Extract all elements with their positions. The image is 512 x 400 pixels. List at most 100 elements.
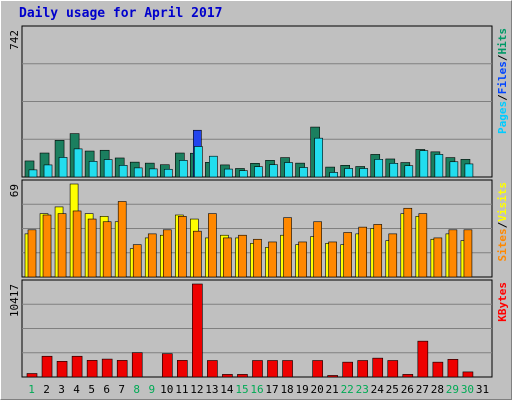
bar-kbytes-day-28: [432, 361, 444, 378]
x-tick-label-day-18: 18: [280, 383, 293, 396]
bar-sites-day-16: [253, 238, 262, 278]
bar-sites-day-19: [298, 241, 307, 278]
bar-pages-day-21: [329, 172, 338, 178]
legend-entry-hits: Hits: [496, 28, 509, 55]
bar-pages-day-10: [163, 168, 173, 178]
x-tick-label-day-17: 17: [265, 383, 278, 396]
x-tick-label-day-5: 5: [88, 383, 95, 396]
bar-pages-day-12: [194, 146, 203, 178]
bar-sites-day-4: [72, 210, 82, 278]
bar-kbytes-day-23: [357, 360, 369, 378]
bar-kbytes-day-2: [41, 355, 53, 378]
bar-pages-day-8: [133, 167, 143, 178]
x-tick-label-day-22: 22: [341, 383, 354, 396]
bar-kbytes-day-27: [417, 340, 429, 378]
bar-sites-day-23: [358, 226, 368, 278]
bar-pages-day-13: [209, 155, 218, 178]
x-tick-label-day-31: 31: [476, 383, 489, 396]
bar-pages-day-28: [434, 154, 444, 178]
bar-sites-day-3: [57, 213, 67, 278]
x-tick-label-day-25: 25: [386, 383, 399, 396]
bar-kbytes-day-18: [282, 360, 293, 378]
bar-kbytes-day-13: [207, 360, 218, 378]
x-tick-label-day-1: 1: [28, 383, 35, 396]
x-tick-label-day-21: 21: [326, 383, 339, 396]
bar-pages-day-4: [73, 148, 83, 178]
bar-sites-day-13: [208, 213, 217, 278]
x-tick-label-day-8: 8: [133, 383, 140, 396]
bar-sites-day-9: [147, 233, 157, 278]
x-tick-label-day-16: 16: [250, 383, 263, 396]
x-tick-label-day-27: 27: [416, 383, 429, 396]
bar-sites-day-1: [27, 229, 37, 278]
x-tick-label-day-12: 12: [190, 383, 203, 396]
bar-pages-day-14: [224, 168, 233, 178]
bar-sites-day-7: [117, 201, 127, 278]
x-tick-label-day-26: 26: [401, 383, 414, 396]
bar-sites-day-10: [162, 229, 172, 278]
bar-pages-day-2: [43, 164, 53, 178]
x-tick-label-day-15: 15: [235, 383, 248, 396]
bar-sites-day-29: [448, 229, 458, 278]
bar-sites-day-27: [418, 213, 428, 278]
x-tick-label-day-14: 14: [220, 383, 234, 396]
bar-kbytes-day-21: [327, 375, 338, 378]
bar-pages-day-3: [58, 157, 68, 178]
bar-kbytes-day-1: [26, 373, 38, 378]
bar-pages-day-22: [344, 168, 353, 178]
bar-sites-day-26: [403, 207, 413, 278]
bar-kbytes-day-26: [402, 374, 414, 378]
x-tick-label-day-19: 19: [295, 383, 308, 396]
chart-title: Daily usage for April 2017: [19, 6, 223, 21]
legend-kbytes: KBytes: [496, 282, 509, 322]
bar-sites-day-14: [223, 237, 232, 278]
bar-pages-day-29: [449, 161, 459, 178]
bar-pages-day-25: [389, 163, 399, 178]
bar-kbytes-day-10: [161, 353, 173, 378]
bar-kbytes-day-22: [342, 361, 353, 378]
y-max-label: 69: [8, 184, 21, 197]
bar-pages-day-9: [148, 168, 158, 178]
bar-sites-day-15: [238, 234, 247, 278]
bar-pages-day-26: [404, 165, 414, 178]
bar-pages-day-23: [359, 168, 369, 178]
x-tick-label-day-7: 7: [118, 383, 125, 396]
bar-kbytes-day-20: [312, 360, 323, 378]
bar-pages-day-30: [464, 163, 474, 178]
x-tick-label-day-30: 30: [461, 383, 474, 396]
bar-pages-day-17: [269, 164, 278, 178]
bar-sites-day-24: [373, 224, 383, 278]
bar-kbytes-day-3: [56, 361, 68, 378]
bar-sites-day-20: [313, 221, 322, 278]
bar-sites-day-25: [388, 233, 398, 278]
bar-kbytes-day-25: [387, 360, 399, 378]
x-tick-label-day-20: 20: [311, 383, 324, 396]
bar-pages-day-11: [179, 160, 188, 178]
x-tick-label-day-4: 4: [73, 383, 80, 396]
bar-sites-day-22: [343, 232, 352, 278]
legend-separator: /: [496, 54, 509, 61]
bar-kbytes-day-8: [131, 352, 143, 378]
bar-kbytes-day-6: [101, 358, 113, 378]
bar-pages-day-15: [239, 170, 248, 178]
x-tick-label-day-23: 23: [356, 383, 369, 396]
bar-kbytes-day-4: [71, 355, 83, 378]
x-tick-label-day-11: 11: [175, 383, 188, 396]
bar-kbytes-day-17: [267, 360, 278, 378]
bar-pages-day-7: [118, 165, 128, 178]
bar-kbytes-day-7: [116, 360, 128, 378]
x-tick-label-day-10: 10: [160, 383, 173, 396]
bar-sites-day-30: [463, 229, 473, 278]
bar-sites-day-28: [433, 237, 443, 278]
legend-entry-sites: Sites: [496, 228, 509, 261]
bar-kbytes-day-30: [462, 371, 474, 378]
x-tick-label-day-6: 6: [103, 383, 110, 396]
legend-hits-files-pages: Pages/Files/Hits: [496, 28, 509, 134]
bar-pages-day-24: [374, 159, 384, 178]
bar-kbytes-day-29: [447, 359, 459, 378]
bar-kbytes-day-12: [192, 283, 203, 378]
bar-sites-day-5: [87, 218, 97, 278]
bar-sites-day-11: [178, 216, 187, 278]
x-tick-label-day-3: 3: [58, 383, 65, 396]
x-tick-label-day-13: 13: [205, 383, 218, 396]
